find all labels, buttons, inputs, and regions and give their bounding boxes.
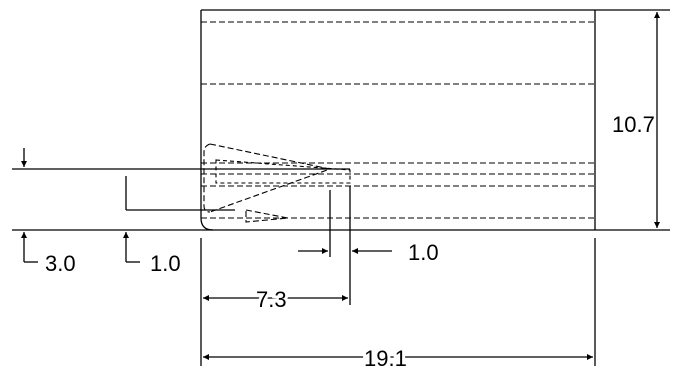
part-outline [200,9,596,231]
dimension-offset-a-label: 3.0 [45,251,76,276]
lower-wedge [245,209,289,223]
dimension-insertion-label: 7.3 [256,287,287,312]
dimension-lines [21,12,660,366]
reference-lines [12,9,670,231]
outer-slot-contour [209,143,333,213]
dimension-offset-b-label: 1.0 [150,251,181,276]
inner-slot-contour [215,159,351,184]
dimension-height-label: 10.7 [612,112,655,137]
dimension-length-label: 19.1 [364,346,407,368]
dimension-gap-label: 1.0 [408,240,439,265]
outer-slot-nose [203,143,211,213]
hidden-lines [201,21,595,223]
